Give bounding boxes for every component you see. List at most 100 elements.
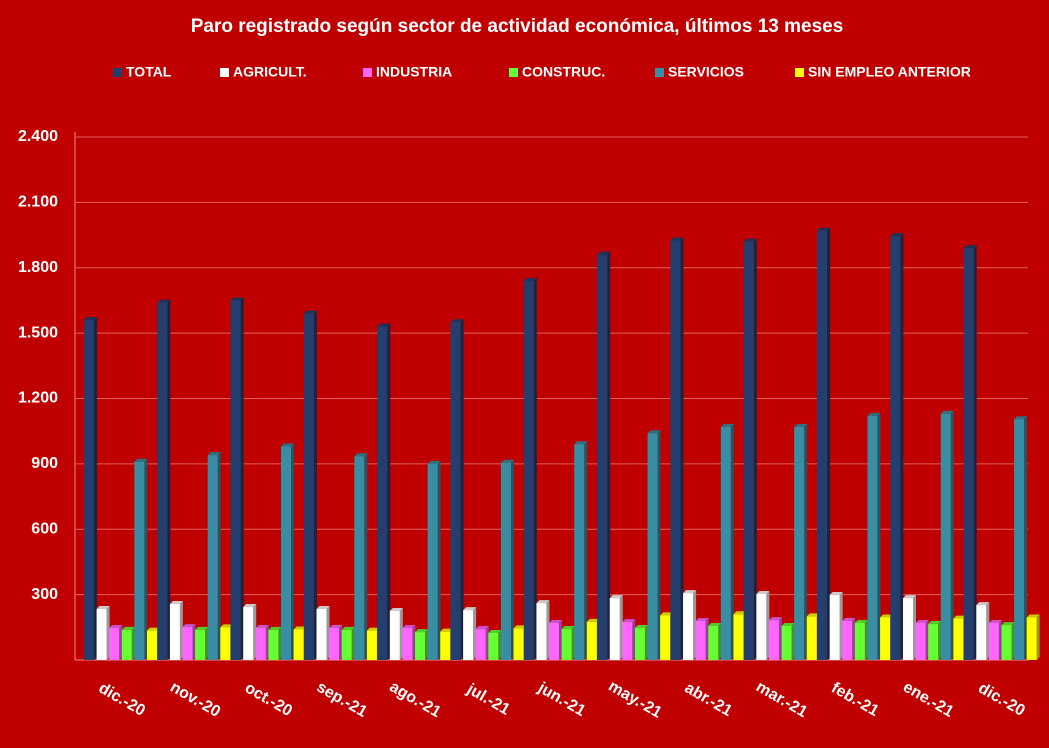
bar-side bbox=[351, 626, 355, 660]
bar bbox=[1014, 419, 1025, 660]
bar-side bbox=[399, 607, 403, 660]
bar bbox=[281, 446, 292, 660]
x-tick-label: sep.-21 bbox=[314, 679, 370, 721]
bar-side bbox=[460, 319, 464, 660]
bar-top bbox=[854, 619, 868, 623]
bar-top bbox=[708, 623, 722, 627]
bar-side bbox=[680, 237, 684, 660]
bar bbox=[427, 463, 438, 660]
bar-top bbox=[293, 626, 307, 630]
bar-side bbox=[718, 623, 722, 660]
x-tick-label: dic.-20 bbox=[96, 680, 148, 720]
bar-top bbox=[880, 614, 894, 618]
bar bbox=[389, 610, 400, 660]
bar-side bbox=[106, 606, 110, 660]
bar-side bbox=[326, 606, 330, 660]
bar bbox=[781, 626, 792, 660]
bar bbox=[622, 622, 633, 660]
bar-top bbox=[281, 443, 295, 447]
bar-top bbox=[1014, 416, 1028, 420]
bar bbox=[169, 603, 180, 660]
bar bbox=[915, 622, 926, 660]
bar-side bbox=[131, 626, 135, 660]
bar-top bbox=[303, 310, 317, 314]
bar-side bbox=[693, 590, 697, 660]
bar-side bbox=[938, 621, 942, 660]
bar bbox=[513, 628, 524, 660]
bar bbox=[756, 593, 767, 660]
bar-side bbox=[278, 626, 282, 660]
bar-side bbox=[877, 412, 881, 660]
bar-side bbox=[778, 617, 782, 660]
x-tick-label: oct.-20 bbox=[242, 680, 295, 721]
bar bbox=[561, 629, 572, 660]
x-tick-label: jun.-21 bbox=[534, 679, 588, 720]
y-tick-label: 2.400 bbox=[18, 128, 58, 145]
bar-side bbox=[339, 624, 343, 660]
bar-top bbox=[794, 423, 808, 427]
bar-side bbox=[240, 297, 244, 660]
bar-top bbox=[427, 460, 441, 464]
bar-top bbox=[622, 619, 636, 623]
x-tick-label: jul.-21 bbox=[463, 680, 513, 718]
bar-top bbox=[316, 606, 330, 610]
bar-top bbox=[867, 412, 881, 416]
bar-top bbox=[207, 452, 221, 456]
bar bbox=[683, 593, 694, 660]
bar bbox=[96, 609, 107, 660]
bar bbox=[121, 629, 132, 660]
legend-label: SERVICIOS bbox=[668, 64, 744, 80]
bar-side bbox=[1011, 622, 1015, 660]
bar-side bbox=[632, 619, 636, 660]
bar-side bbox=[364, 453, 368, 660]
bar-side bbox=[485, 626, 489, 660]
bar bbox=[574, 444, 585, 660]
bar-side bbox=[179, 600, 183, 660]
bar-top bbox=[109, 624, 123, 628]
bar-top bbox=[182, 624, 196, 628]
bar-side bbox=[619, 595, 623, 660]
bar-side bbox=[766, 590, 770, 660]
bar-side bbox=[705, 617, 709, 660]
bar bbox=[488, 632, 499, 660]
bar bbox=[940, 413, 951, 660]
bar-side bbox=[900, 233, 904, 660]
bar-side bbox=[167, 299, 171, 660]
bar-side bbox=[265, 624, 269, 660]
bar bbox=[402, 627, 413, 660]
bar bbox=[293, 629, 304, 660]
bar bbox=[586, 621, 597, 660]
bar-top bbox=[743, 238, 757, 242]
bar-side bbox=[730, 423, 734, 660]
bar-top bbox=[817, 227, 831, 231]
bar bbox=[255, 627, 266, 660]
bar-side bbox=[437, 460, 441, 660]
bar-top bbox=[829, 592, 843, 596]
bar-top bbox=[523, 277, 537, 281]
bar bbox=[928, 624, 939, 660]
legend-marker bbox=[113, 68, 122, 77]
bar bbox=[634, 627, 645, 660]
bar bbox=[536, 603, 547, 660]
bar-side bbox=[94, 317, 97, 660]
bar-top bbox=[781, 623, 795, 627]
bar-side bbox=[644, 624, 648, 660]
bar-side bbox=[839, 592, 843, 660]
y-tick-label: 2.100 bbox=[18, 194, 58, 211]
bar-top bbox=[329, 624, 343, 628]
bar-top bbox=[976, 602, 990, 606]
y-tick-label: 1.200 bbox=[18, 390, 58, 407]
bar-side bbox=[546, 600, 550, 660]
bar bbox=[806, 616, 817, 660]
bar bbox=[415, 632, 426, 660]
bar-top bbox=[169, 600, 183, 604]
bar-top bbox=[96, 606, 110, 610]
bar bbox=[829, 595, 840, 660]
bar bbox=[1026, 617, 1037, 660]
bar-side bbox=[313, 310, 317, 660]
bar-top bbox=[377, 323, 391, 327]
bar-side bbox=[144, 458, 148, 660]
y-tick-label: 900 bbox=[31, 455, 58, 472]
bar-top bbox=[389, 607, 403, 611]
bar-side bbox=[559, 619, 563, 660]
